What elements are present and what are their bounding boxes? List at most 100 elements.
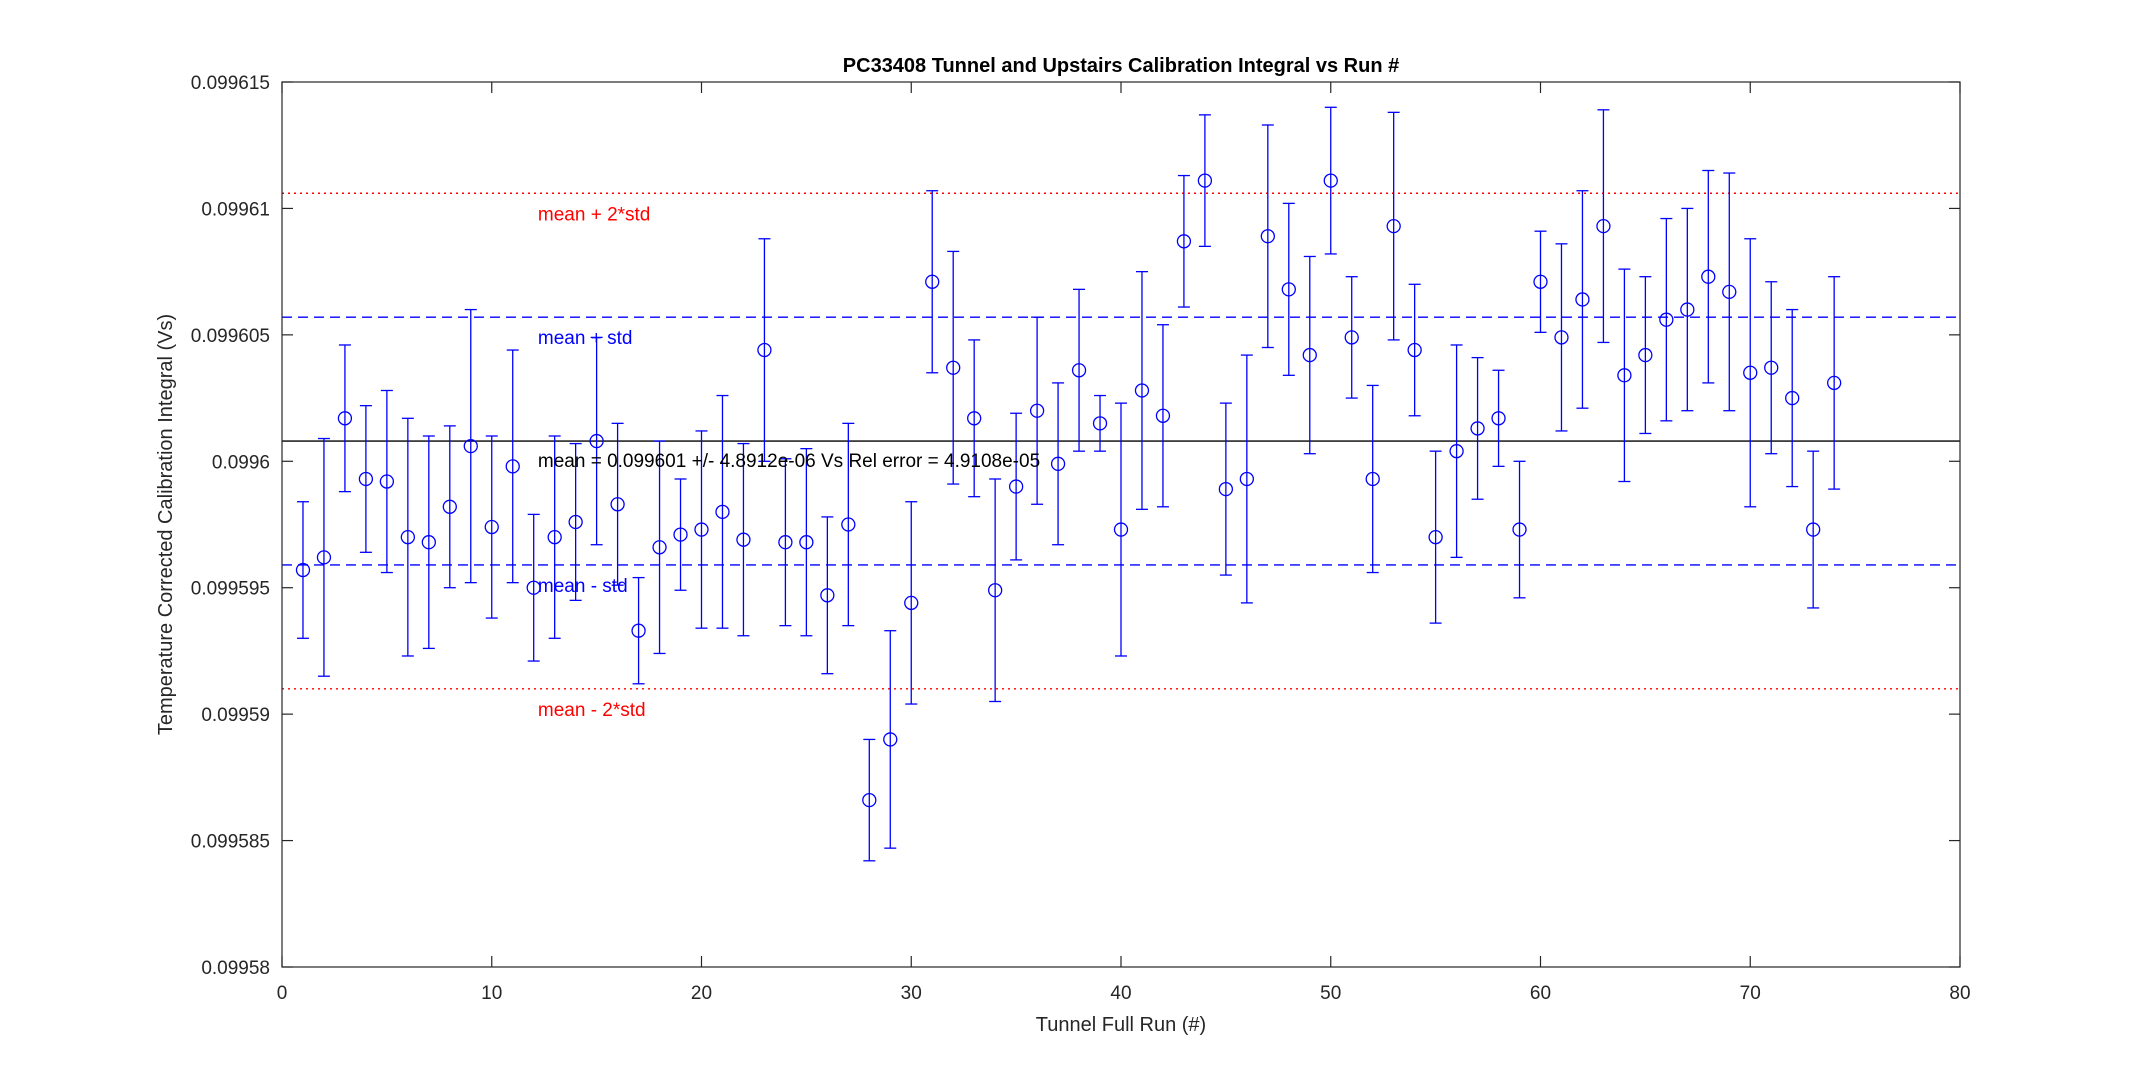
data-marker [1533, 274, 1548, 289]
data-marker [1071, 363, 1087, 378]
data-point [589, 336, 604, 546]
data-marker [967, 411, 982, 426]
data-marker [1260, 229, 1275, 244]
y-tick-label: 0.09959 [201, 705, 270, 726]
data-marker [883, 732, 898, 747]
data-marker [1512, 522, 1527, 537]
data-marker [1638, 347, 1653, 363]
data-marker [1428, 529, 1443, 545]
data-marker [1722, 284, 1737, 300]
data-marker [946, 360, 961, 375]
data-point [1302, 255, 1317, 455]
y-tick-label: 0.0996 [212, 452, 270, 473]
data-point [1113, 402, 1129, 657]
data-point [820, 516, 835, 675]
data-point [1491, 369, 1506, 467]
data-marker [589, 433, 604, 449]
y-tick-label: 0.09958 [201, 958, 270, 979]
data-marker [715, 504, 730, 520]
data-marker [358, 471, 374, 487]
data-point [1617, 268, 1632, 483]
data-marker [1680, 302, 1695, 317]
data-point [736, 442, 751, 637]
data-marker [694, 522, 709, 537]
data-point [694, 430, 709, 629]
x-tick-label: 40 [1110, 983, 1131, 1004]
data-point [1512, 460, 1527, 599]
data-marker [295, 562, 311, 578]
data-point [1638, 276, 1653, 435]
data-point [652, 440, 667, 655]
data-point [379, 389, 395, 574]
data-point [1386, 111, 1401, 341]
data-marker [421, 535, 436, 550]
data-point [547, 435, 562, 639]
data-marker [1239, 471, 1254, 487]
reference-line-label: mean + 2*std [538, 204, 651, 225]
data-point [841, 422, 856, 627]
data-marker [1323, 173, 1338, 188]
data-marker [1302, 347, 1317, 363]
data-series [295, 106, 1842, 862]
data-point [946, 250, 961, 485]
data-point [1449, 344, 1464, 559]
data-marker [988, 583, 1003, 598]
x-tick-label: 10 [481, 983, 502, 1004]
data-point [1071, 288, 1087, 452]
data-point [505, 349, 520, 584]
data-point [1323, 106, 1338, 255]
data-point [1701, 169, 1716, 384]
data-marker [337, 411, 353, 426]
data-point [715, 394, 730, 629]
data-marker [757, 342, 772, 358]
data-marker [547, 529, 562, 545]
data-point [1092, 394, 1108, 452]
x-tick-label: 20 [691, 983, 712, 1004]
data-marker [820, 588, 835, 603]
data-marker [484, 519, 499, 535]
data-point [1575, 190, 1590, 409]
chart-title: PC33408 Tunnel and Upstairs Calibration … [843, 55, 1399, 77]
data-point [1197, 114, 1213, 248]
data-point [1680, 207, 1695, 412]
y-tick-label: 0.099615 [191, 73, 270, 94]
data-marker [1197, 173, 1213, 188]
data-marker [778, 535, 793, 550]
data-point [526, 513, 541, 662]
data-marker [400, 529, 416, 545]
data-point [1218, 402, 1234, 576]
data-point [1743, 238, 1758, 508]
data-point [757, 238, 772, 462]
reference-line-labels: mean + 2*std mean + std mean = 0.099601 +/… [538, 204, 1040, 721]
x-tick-label: 60 [1530, 983, 1551, 1004]
data-marker [652, 540, 667, 555]
reference-line-label: mean - std [538, 576, 628, 597]
data-point [337, 344, 353, 493]
data-point [1050, 382, 1066, 546]
data-marker [925, 274, 940, 289]
data-marker [1092, 416, 1108, 431]
data-marker [1029, 403, 1045, 418]
data-point [1659, 217, 1674, 422]
data-marker [1008, 479, 1024, 494]
data-point [1176, 174, 1192, 308]
data-point [967, 339, 982, 498]
data-point [358, 405, 374, 553]
data-point [463, 308, 478, 584]
data-point [1008, 412, 1024, 561]
data-point [1134, 270, 1150, 510]
data-point [1029, 316, 1045, 505]
data-point [925, 190, 940, 374]
data-point [904, 501, 919, 705]
data-point [1533, 230, 1548, 333]
data-point [1260, 124, 1275, 349]
data-point [1155, 324, 1171, 508]
data-marker [631, 623, 646, 638]
data-point [1596, 109, 1611, 344]
data-point [1722, 172, 1737, 412]
x-tick-label: 80 [1949, 983, 1970, 1004]
data-point [988, 478, 1003, 703]
data-marker [526, 580, 541, 595]
data-marker [1764, 360, 1779, 375]
